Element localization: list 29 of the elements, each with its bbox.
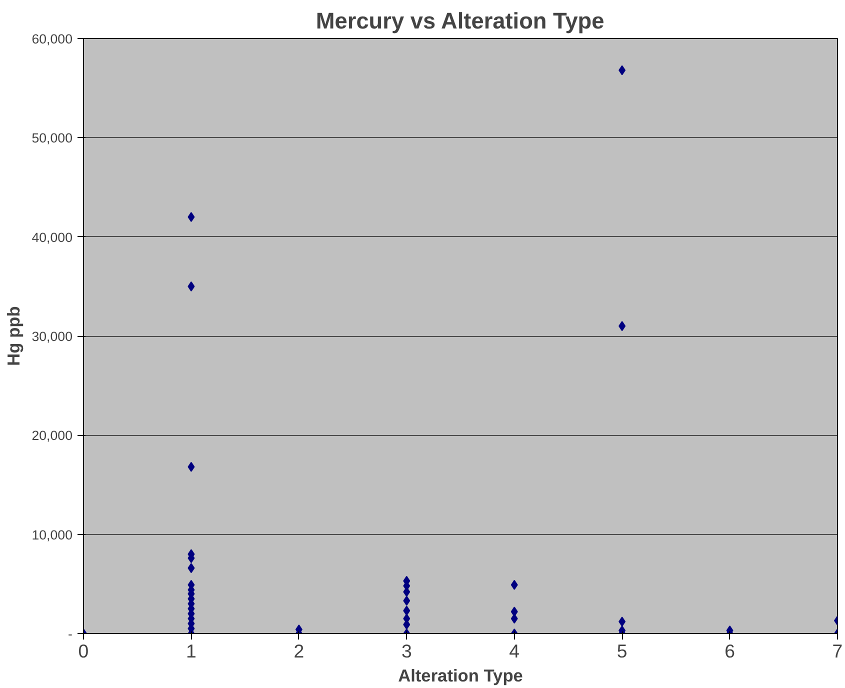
- x-axis-title: Alteration Type: [398, 666, 524, 686]
- y-tick-label: -: [68, 626, 73, 642]
- point: [618, 65, 626, 76]
- chart-title: Mercury vs Alteration Type: [316, 8, 604, 34]
- y-axis-title: Hg ppb: [4, 306, 24, 366]
- y-tick-label: 40,000: [32, 230, 72, 245]
- y-tick-label: 30,000: [32, 329, 72, 344]
- x-tick-label: 7: [832, 640, 843, 662]
- point: [403, 606, 410, 616]
- point: [188, 281, 195, 292]
- y-tick-label: 10,000: [32, 527, 72, 542]
- point: [618, 321, 626, 332]
- y-tick-label: 50,000: [32, 130, 72, 146]
- x-tick-label: 1: [186, 640, 196, 662]
- x-tick-label: 2: [294, 640, 304, 662]
- point: [618, 616, 626, 627]
- point: [510, 614, 518, 624]
- point: [510, 580, 518, 590]
- y-tick-label: 60,000: [32, 32, 72, 46]
- point: [188, 563, 195, 574]
- point: [188, 462, 195, 472]
- point: [403, 596, 410, 606]
- x-tick-label: 4: [509, 640, 520, 662]
- x-tick-label: 3: [401, 640, 412, 662]
- x-tick-label: 6: [724, 640, 735, 662]
- x-tick-label: 5: [616, 640, 628, 662]
- point: [188, 212, 195, 222]
- y-tick-label: 20,000: [32, 428, 72, 444]
- x-tick-label: 0: [78, 640, 89, 662]
